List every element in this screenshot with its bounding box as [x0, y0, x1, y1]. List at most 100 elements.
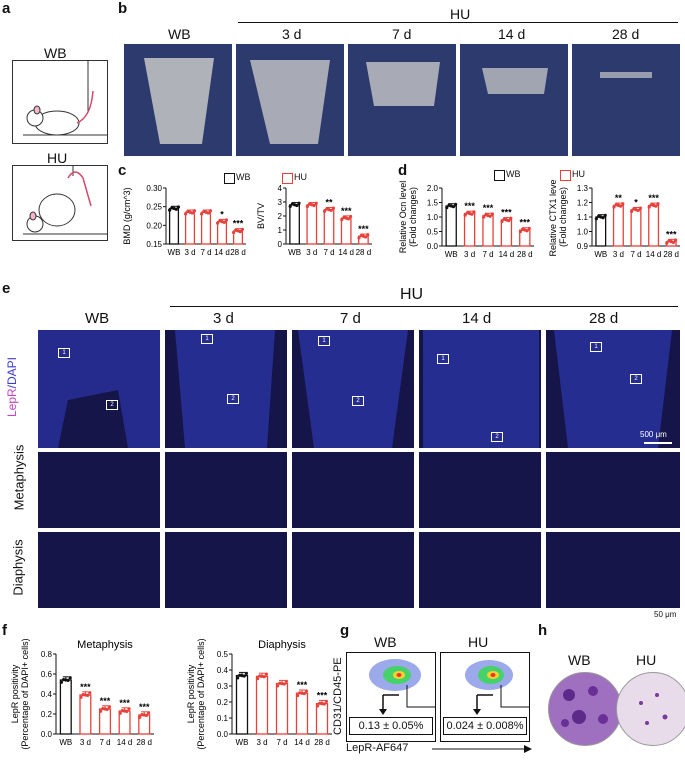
roi-box-2: 2 — [227, 394, 239, 404]
x-tick-label: 7 d — [200, 248, 211, 257]
panel-e-group-28d: 28 d — [589, 310, 619, 327]
y-tick-label: 0.25 — [146, 203, 162, 212]
data-point — [316, 704, 320, 708]
panel-g-hu-title: HU — [468, 634, 489, 650]
y-axis-label-2: (Fold changes) — [408, 187, 418, 247]
bar — [59, 679, 72, 735]
data-point — [297, 201, 301, 205]
chart-title: Metaphysis — [77, 639, 133, 651]
x-tick-label: 7 d — [482, 250, 493, 259]
x-tick-label: 3 d — [80, 738, 91, 747]
bar — [255, 675, 269, 735]
data-point — [147, 711, 151, 715]
panel-a-label: a — [2, 0, 11, 17]
y-tick-label: 0.0 — [427, 242, 439, 251]
y-tick-label: 2.0 — [427, 184, 439, 193]
data-point — [357, 236, 361, 240]
y-tick-label: 1.3 — [577, 184, 589, 193]
data-point — [262, 675, 266, 679]
panel-d-legend-wb: WB — [506, 169, 521, 179]
bar — [235, 674, 249, 735]
microct-7d — [348, 44, 456, 156]
data-point — [445, 206, 449, 210]
data-point — [295, 203, 299, 208]
panel-d-legend-hu-swatch — [560, 170, 571, 181]
significance-marker: ** — [325, 197, 333, 207]
flow-value-hu: 0.024 ± 0.008% — [443, 717, 527, 735]
fluor-diaphysis-28d — [546, 532, 680, 608]
data-point — [509, 216, 513, 220]
x-tick-label: 28 d — [356, 248, 372, 257]
bar — [612, 204, 624, 247]
y-axis-label: LepR positivity — [186, 664, 196, 723]
y-tick-label: 0.0 — [41, 730, 53, 739]
data-point — [176, 205, 180, 209]
data-point — [99, 709, 103, 713]
fluor-overview-7d: 1 2 — [292, 330, 414, 448]
bar — [648, 204, 660, 247]
significance-marker: *** — [666, 229, 677, 239]
data-point — [240, 227, 244, 231]
data-point — [630, 209, 634, 213]
panel-f-label: f — [2, 622, 7, 639]
panel-b-hu-line — [238, 22, 678, 23]
data-point — [168, 208, 172, 212]
data-point — [86, 693, 90, 697]
x-tick-label: 3 d — [306, 248, 317, 257]
data-point — [118, 711, 122, 715]
significance-marker: *** — [464, 201, 475, 211]
x-tick-label: 28 d — [230, 248, 246, 257]
flow-value-wb: 0.13 ± 0.05% — [349, 717, 433, 735]
data-point — [107, 705, 111, 709]
fluor-overview-3d: 1 2 — [165, 330, 287, 448]
roi-box-2: 2 — [491, 432, 503, 442]
y-tick-label: 0.3 — [217, 682, 229, 691]
stain-dapi: DAPI — [5, 356, 20, 385]
fluor-diaphysis-7d — [292, 532, 414, 608]
x-tick-label: WB — [288, 248, 301, 257]
significance-marker: *** — [341, 206, 352, 216]
data-point — [451, 205, 455, 209]
panel-e-group-3d: 3 d — [213, 310, 234, 327]
panel-b-group-3d: 3 d — [282, 26, 302, 42]
data-point — [612, 205, 616, 209]
data-point — [500, 219, 504, 224]
data-point — [208, 209, 212, 213]
data-point — [302, 691, 306, 696]
x-tick-label: 14 d — [646, 250, 662, 259]
data-point — [244, 671, 248, 675]
hu-mouse-illustration — [23, 166, 107, 235]
flow-plot-wb: 0.13 ± 0.05% — [346, 652, 436, 742]
data-point — [127, 707, 131, 711]
x-tick-label: 14 d — [338, 248, 354, 257]
y-tick-label: 0.6 — [41, 670, 53, 679]
bar — [323, 209, 335, 245]
data-point — [222, 220, 226, 224]
significance-marker: *** — [358, 224, 369, 234]
data-point — [322, 702, 326, 706]
panel-h-label: h — [538, 622, 548, 639]
x-tick-label: 28 d — [136, 738, 152, 747]
y-tick-label: 0.2 — [217, 698, 229, 707]
data-point — [482, 215, 486, 219]
data-point — [488, 214, 492, 218]
data-point — [66, 678, 70, 682]
data-point — [647, 205, 651, 209]
data-point — [282, 682, 286, 686]
panel-e-group-wb: WB — [85, 310, 110, 327]
scale-label-50: 50 μm — [654, 610, 677, 619]
panel-c-legend-wb-swatch — [224, 173, 235, 184]
significance-marker: *** — [483, 203, 494, 213]
significance-marker: *** — [100, 696, 111, 706]
y-tick-label: 0.8 — [41, 650, 53, 659]
fluor-overview-28d: 1 2 500 μm — [546, 330, 680, 448]
y-tick-label: 1.1 — [577, 213, 589, 222]
roi-box-2: 2 — [352, 396, 364, 406]
bar — [200, 211, 212, 245]
x-tick-label: WB — [236, 738, 249, 747]
significance-marker: *** — [520, 218, 531, 228]
x-tick-label: 7 d — [276, 738, 287, 747]
microct-28d — [572, 44, 680, 156]
y-axis-label: LepR positivity — [10, 664, 20, 723]
